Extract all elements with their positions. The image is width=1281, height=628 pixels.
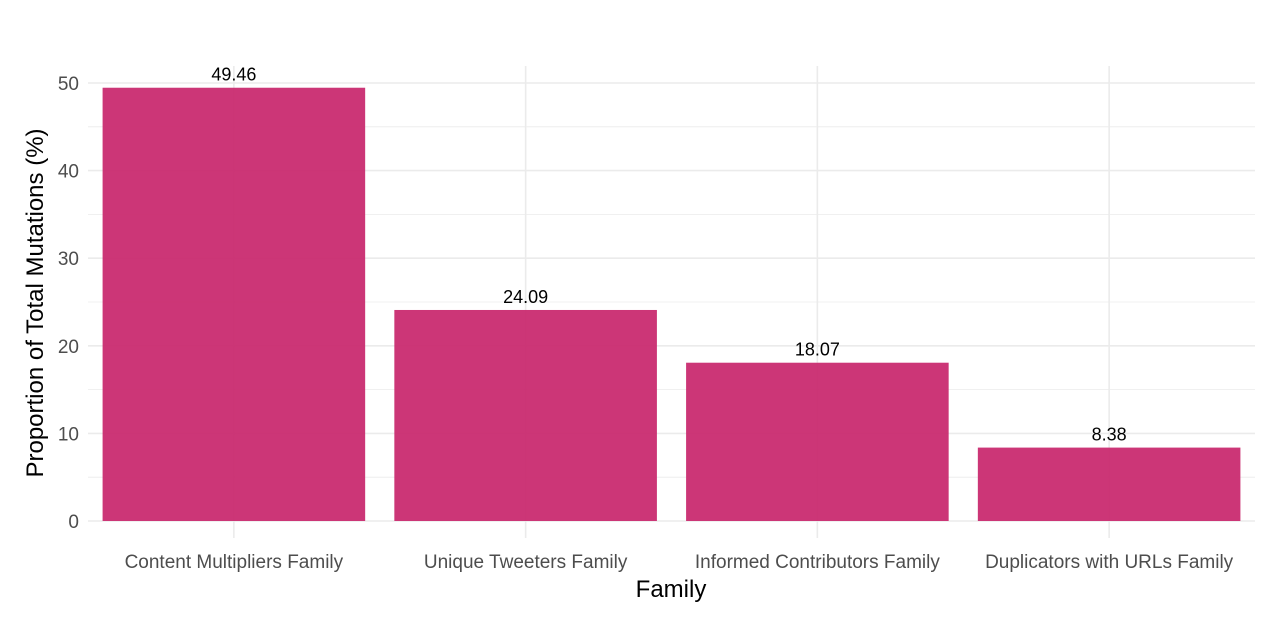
y-axis-title: Proportion of Total Mutations (%) [22,128,49,477]
bar [394,309,657,521]
y-tick-label: 10 [58,424,79,445]
y-tick-label: 20 [58,337,79,358]
y-tick-label: 0 [68,512,79,533]
y-tick-label: 50 [58,74,79,95]
data-label: 49.46 [211,65,256,85]
x-axis-ticks: Content Multipliers Family Unique Tweeter… [125,552,1234,573]
data-labels: 49.46 24.09 18.07 8.38 [211,65,1126,445]
data-label: 24.09 [503,287,548,307]
x-axis-title: Family [636,576,707,603]
x-tick-label: Informed Contributors Family [695,552,940,573]
data-label: 8.38 [1092,425,1127,445]
y-tick-label: 40 [58,162,79,183]
x-tick-label: Content Multipliers Family [125,552,344,573]
data-label: 18.07 [795,340,840,360]
bars [102,87,1241,521]
x-tick-label: Unique Tweeters Family [424,552,628,573]
bar [102,87,366,521]
bar [977,447,1241,521]
x-tick-label: Duplicators with URLs Family [985,552,1234,573]
y-tick-label: 30 [58,249,79,270]
bar [686,362,949,521]
y-axis-ticks: 0 10 20 30 40 50 [58,74,79,533]
